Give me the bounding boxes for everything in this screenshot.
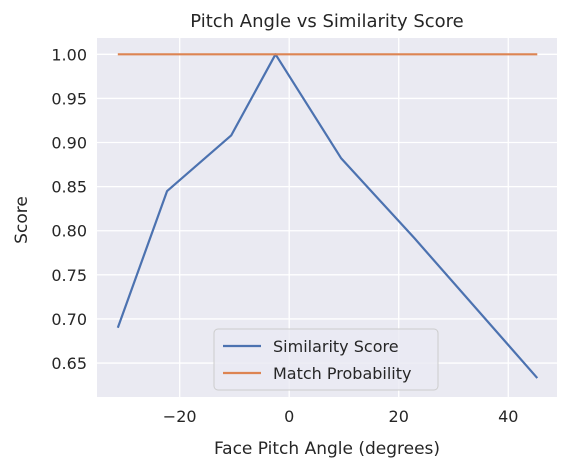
x-tick-label: −20: [163, 407, 197, 426]
legend: Similarity Score Match Probability: [213, 328, 439, 391]
x-axis-ticks: −20 0 20 40: [163, 407, 519, 426]
y-tick-label: 1.00: [51, 45, 87, 64]
y-axis-ticks: 0.65 0.70 0.75 0.80 0.85 0.90 0.95 1.00: [51, 45, 87, 373]
y-tick-label: 0.75: [51, 266, 87, 285]
y-axis-label: Score: [12, 196, 32, 244]
x-tick-label: 20: [389, 407, 409, 426]
x-tick-label: 40: [498, 407, 518, 426]
y-tick-label: 0.70: [51, 310, 87, 329]
x-axis-label: Face Pitch Angle (degrees): [214, 439, 440, 459]
y-tick-label: 0.85: [51, 178, 87, 197]
legend-box: [213, 328, 439, 391]
y-tick-label: 0.65: [51, 354, 87, 373]
legend-label-similarity-score: Similarity Score: [273, 337, 399, 356]
legend-label-match-probability: Match Probability: [273, 364, 411, 383]
y-tick-label: 0.80: [51, 222, 87, 241]
series-layer: [116, 53, 539, 379]
y-tick-label: 0.90: [51, 134, 87, 153]
x-tick-label: 0: [284, 407, 294, 426]
chart-title: Pitch Angle vs Similarity Score: [190, 11, 463, 32]
y-tick-label: 0.95: [51, 89, 87, 108]
